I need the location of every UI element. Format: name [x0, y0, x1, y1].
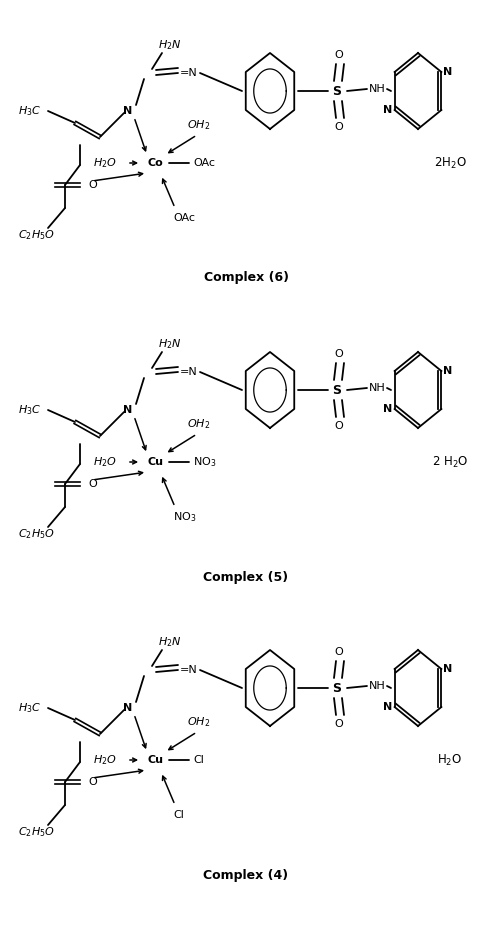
Text: =N: =N — [180, 68, 198, 78]
Text: $H_2O$: $H_2O$ — [93, 753, 117, 767]
Text: Cu: Cu — [147, 457, 163, 467]
Text: NO$_3$: NO$_3$ — [173, 510, 196, 524]
Text: Complex (5): Complex (5) — [204, 570, 288, 583]
Text: Complex (4): Complex (4) — [204, 869, 288, 882]
Text: O: O — [335, 122, 344, 132]
Text: O: O — [88, 180, 97, 190]
Text: =N: =N — [180, 367, 198, 377]
Text: Cl: Cl — [173, 810, 184, 820]
Text: $OH_2$: $OH_2$ — [187, 715, 210, 729]
Text: N: N — [384, 702, 392, 712]
Text: =N: =N — [180, 665, 198, 675]
Text: NH: NH — [369, 383, 386, 393]
Text: NH: NH — [369, 84, 386, 94]
Text: $H_2O$: $H_2O$ — [93, 455, 117, 469]
Text: O: O — [88, 777, 97, 787]
Text: 2H$_2$O: 2H$_2$O — [434, 156, 466, 171]
Text: S: S — [332, 681, 342, 694]
Text: O: O — [335, 349, 344, 359]
Text: N: N — [123, 106, 133, 116]
Text: $H_2O$: $H_2O$ — [93, 156, 117, 170]
Text: O: O — [335, 647, 344, 657]
Text: Cl: Cl — [193, 755, 204, 765]
Text: NO$_3$: NO$_3$ — [193, 455, 216, 469]
Text: $OH_2$: $OH_2$ — [187, 118, 210, 132]
Text: $H_2N$: $H_2N$ — [158, 337, 181, 351]
Text: N: N — [443, 67, 453, 77]
Text: $OH_2$: $OH_2$ — [187, 417, 210, 431]
Text: $H_3C$: $H_3C$ — [18, 403, 41, 417]
Text: N: N — [384, 404, 392, 414]
Text: O: O — [335, 421, 344, 431]
Text: $H_3C$: $H_3C$ — [18, 701, 41, 715]
Text: O: O — [335, 50, 344, 60]
Text: N: N — [123, 405, 133, 415]
Text: H$_2$O: H$_2$O — [437, 753, 462, 768]
Text: $H_2N$: $H_2N$ — [158, 635, 181, 649]
Text: N: N — [384, 105, 392, 115]
Text: NH: NH — [369, 681, 386, 691]
Text: $C_2H_5O$: $C_2H_5O$ — [18, 527, 55, 540]
Text: N: N — [443, 366, 453, 376]
Text: N: N — [443, 664, 453, 674]
Text: Co: Co — [147, 158, 163, 168]
Text: O: O — [335, 719, 344, 729]
Text: Cu: Cu — [147, 755, 163, 765]
Text: $C_2H_5O$: $C_2H_5O$ — [18, 228, 55, 242]
Text: $H_2N$: $H_2N$ — [158, 38, 181, 52]
Text: $C_2H_5O$: $C_2H_5O$ — [18, 825, 55, 839]
Text: Complex (6): Complex (6) — [204, 272, 288, 285]
Text: 2 H$_2$O: 2 H$_2$O — [432, 454, 468, 470]
Text: O: O — [88, 479, 97, 489]
Text: OAc: OAc — [173, 213, 195, 223]
Text: S: S — [332, 384, 342, 397]
Text: S: S — [332, 84, 342, 97]
Text: N: N — [123, 703, 133, 713]
Text: OAc: OAc — [193, 158, 215, 168]
Text: $H_3C$: $H_3C$ — [18, 104, 41, 118]
